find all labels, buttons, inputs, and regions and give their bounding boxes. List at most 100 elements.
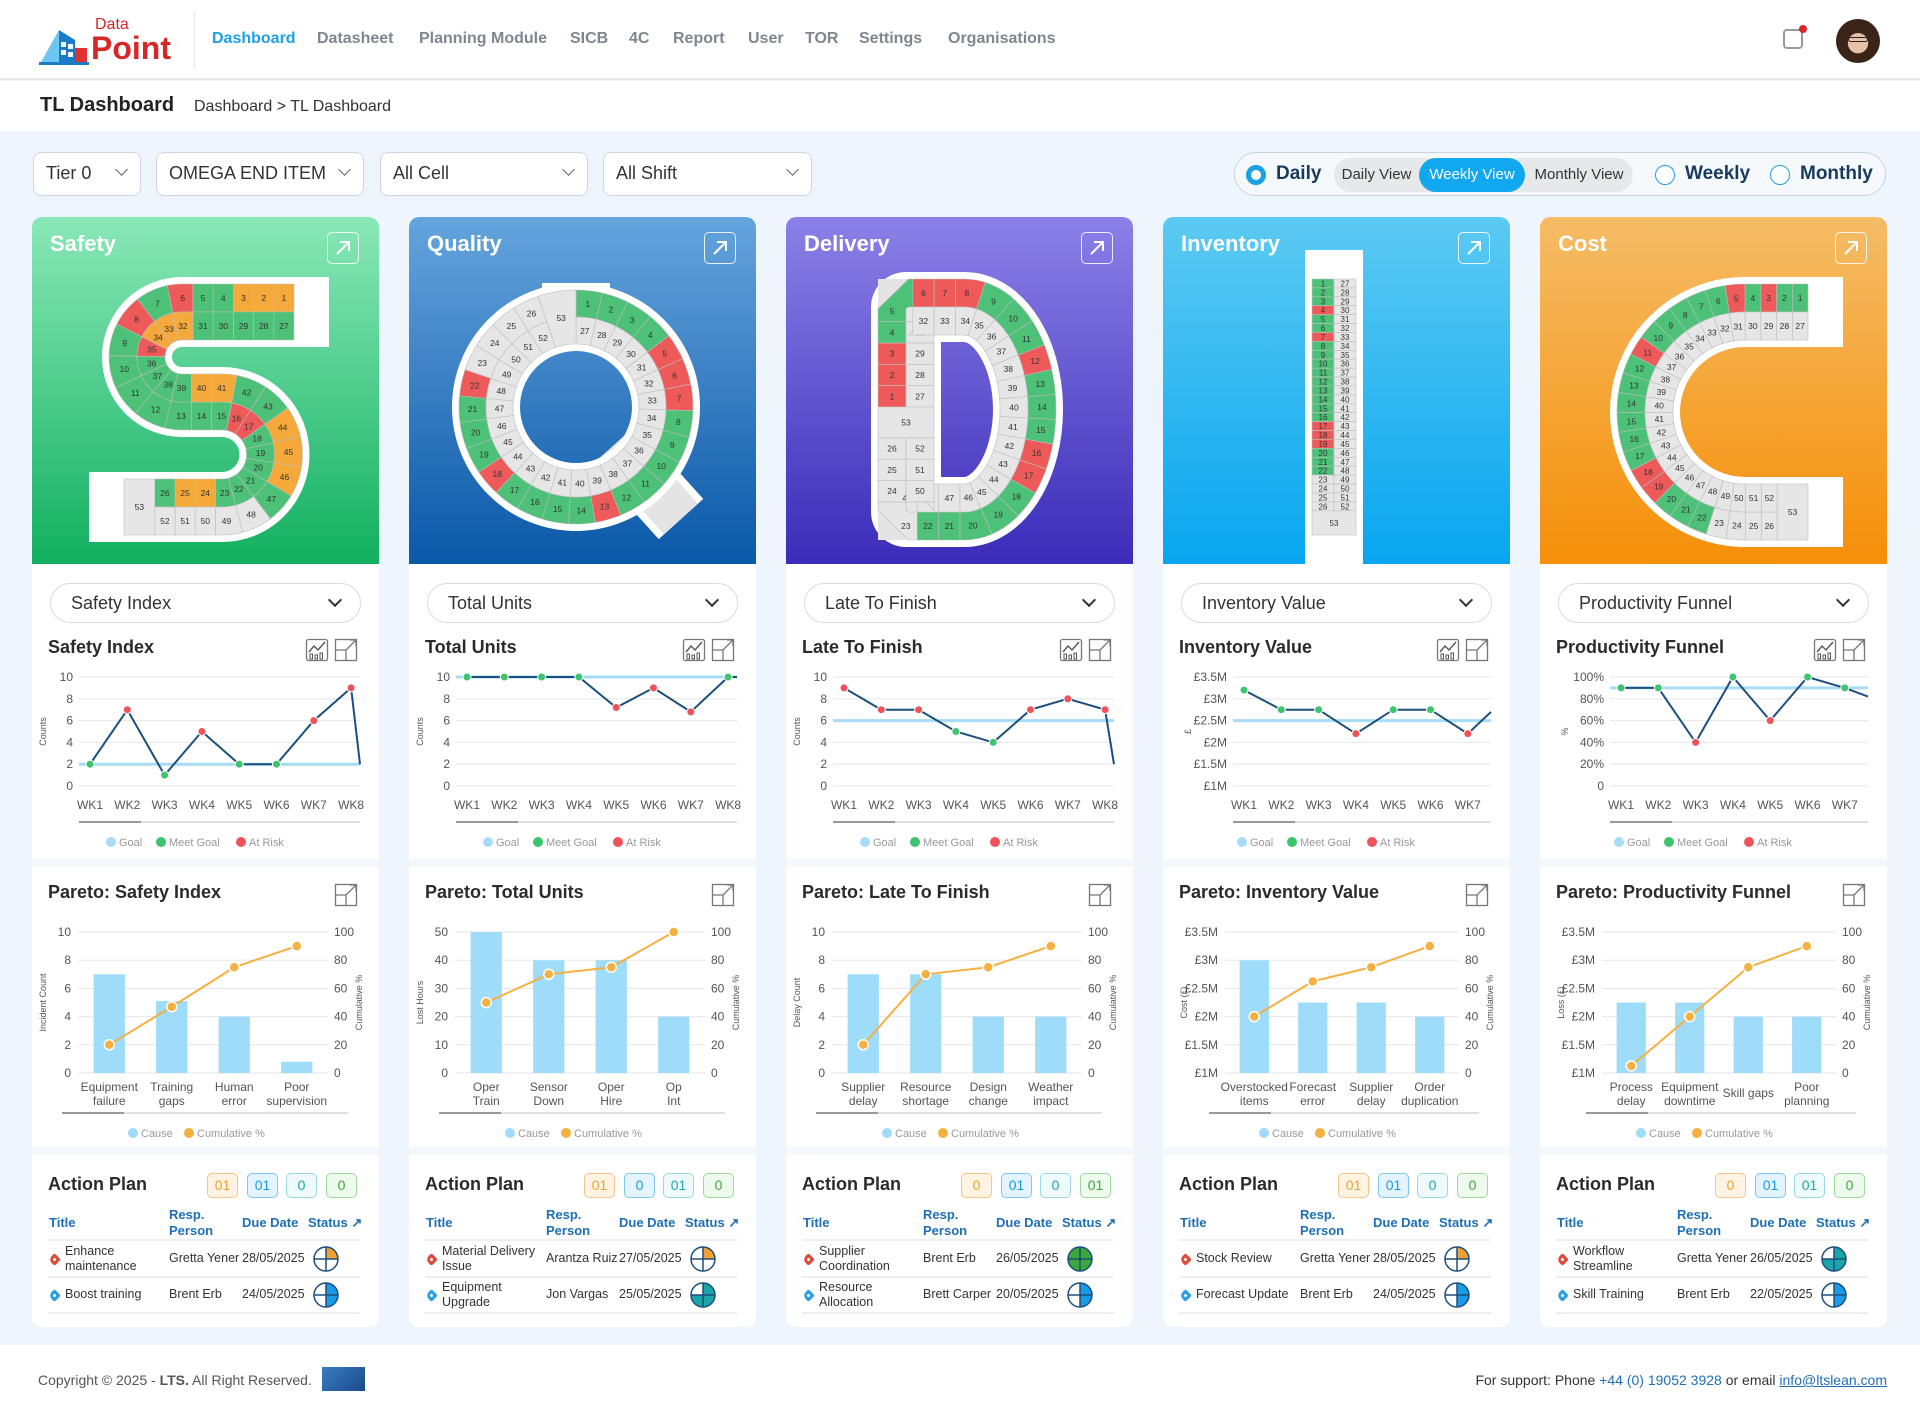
column-header-due-date[interactable]: Due Date [619, 1215, 676, 1230]
data-point[interactable] [1239, 685, 1249, 695]
item-select[interactable]: OMEGA END ITEM [156, 152, 364, 196]
cumulative-point[interactable] [982, 961, 994, 973]
legend-label[interactable]: Cumulative % [951, 1128, 1019, 1140]
open-inventory-button[interactable] [1458, 232, 1490, 264]
cumulative-point[interactable] [1307, 975, 1319, 988]
cumulative-point[interactable] [1424, 940, 1436, 952]
data-point[interactable] [1691, 737, 1701, 747]
open-safety-button[interactable] [327, 232, 359, 264]
open-cost-button[interactable] [1835, 232, 1867, 264]
quality-metric-dropdown[interactable]: Total Units [427, 583, 738, 623]
data-point[interactable] [1426, 705, 1435, 715]
column-header-resp[interactable]: Resp. [1300, 1207, 1336, 1222]
data-point[interactable] [723, 672, 733, 682]
column-header-due-date[interactable]: Due Date [242, 1215, 299, 1230]
action-row[interactable]: Resource Allocation Brett Carper 20/05/2… [786, 1277, 1133, 1313]
open-delivery-button[interactable] [1081, 232, 1113, 264]
inventory-metric-dropdown[interactable]: Inventory Value [1181, 583, 1492, 623]
legend-label[interactable]: Cause [1272, 1128, 1304, 1140]
status-progress-icon[interactable] [1442, 1244, 1472, 1274]
cumulative-point[interactable] [228, 961, 240, 973]
pareto-bar[interactable] [1356, 1002, 1386, 1074]
expand-chart-icon[interactable] [1465, 883, 1489, 907]
nav-report[interactable]: Report [673, 30, 725, 47]
cumulative-point[interactable] [1801, 940, 1813, 952]
legend-label[interactable]: At Risk [249, 837, 284, 849]
data-point[interactable] [1840, 683, 1850, 693]
column-header-person[interactable]: Person [1677, 1223, 1722, 1238]
action-row[interactable]: Boost training Brent Erb 24/05/2025 [32, 1277, 379, 1313]
action-count-badge[interactable]: 01 [247, 1173, 278, 1198]
support-email-link[interactable]: info@ltslean.com [1779, 1372, 1887, 1388]
safety-metric-dropdown[interactable]: Safety Index [50, 583, 361, 623]
legend-label[interactable]: Cumulative % [1328, 1128, 1396, 1140]
expand-chart-icon[interactable] [1088, 883, 1112, 907]
chart-type-icon[interactable] [682, 638, 706, 662]
column-header-resp[interactable]: Resp. [546, 1207, 582, 1222]
cumulative-point[interactable] [920, 968, 932, 981]
day-cell[interactable] [123, 478, 156, 536]
cumulative-point[interactable] [1625, 1060, 1637, 1072]
status-progress-icon[interactable] [1442, 1280, 1472, 1310]
expand-chart-icon[interactable] [711, 638, 735, 662]
data-point[interactable] [951, 727, 961, 736]
data-point[interactable] [499, 672, 509, 682]
expand-chart-icon[interactable] [711, 883, 735, 907]
data-point[interactable] [537, 672, 547, 682]
pareto-bar[interactable] [218, 1016, 250, 1073]
pareto-bar[interactable] [972, 1016, 1004, 1073]
daily-label[interactable]: Daily [1276, 163, 1322, 184]
column-header-title[interactable]: Title [1180, 1215, 1207, 1230]
action-count-badge[interactable]: 01 [1378, 1173, 1409, 1198]
cumulative-point[interactable] [668, 926, 680, 938]
daily-view-button[interactable]: Daily View [1341, 166, 1412, 183]
cumulative-point[interactable] [857, 1039, 869, 1051]
action-row[interactable]: Material Delivery Issue Arantza Ruiz 27/… [409, 1241, 756, 1277]
column-header-person[interactable]: Person [923, 1223, 968, 1238]
expand-chart-icon[interactable] [1842, 638, 1866, 662]
nav-organisations[interactable]: Organisations [948, 30, 1056, 47]
legend-label[interactable]: Cumulative % [1705, 1128, 1773, 1140]
legend-label[interactable]: Goal [1250, 837, 1273, 849]
legend-label[interactable]: Meet Goal [923, 837, 974, 849]
data-point[interactable] [1653, 683, 1663, 693]
nav-4c[interactable]: 4C [629, 30, 650, 47]
action-count-badge[interactable]: 0 [961, 1173, 992, 1198]
pareto-bar[interactable] [910, 974, 942, 1073]
day-cell[interactable] [1776, 483, 1809, 541]
legend-label[interactable]: Cumulative % [197, 1128, 265, 1140]
legend-label[interactable]: Cause [895, 1128, 927, 1140]
status-progress-icon[interactable] [311, 1244, 341, 1274]
legend-label[interactable]: Goal [1627, 837, 1650, 849]
data-point[interactable] [574, 672, 584, 682]
monthly-label[interactable]: Monthly [1800, 163, 1873, 184]
data-point[interactable] [197, 727, 207, 736]
nav-datasheet[interactable]: Datasheet [317, 30, 394, 47]
legend-label[interactable]: At Risk [1380, 837, 1415, 849]
pareto-bar[interactable] [1733, 1016, 1763, 1073]
column-header-status[interactable]: Status ↗ [1439, 1215, 1494, 1230]
data-point[interactable] [1063, 694, 1073, 704]
legend-label[interactable]: At Risk [1003, 837, 1038, 849]
action-row[interactable]: Stock Review Gretta Yener 28/05/2025 [1163, 1241, 1510, 1277]
column-header-status[interactable]: Status ↗ [685, 1215, 740, 1230]
data-point[interactable] [649, 683, 658, 693]
open-quality-button[interactable] [704, 232, 736, 264]
data-point[interactable] [1616, 683, 1626, 693]
avatar[interactable] [1836, 19, 1880, 63]
data-point[interactable] [1728, 672, 1738, 682]
nav-settings[interactable]: Settings [859, 30, 923, 47]
action-row[interactable]: Supplier Coordination Brent Erb 26/05/20… [786, 1241, 1133, 1277]
action-count-badge[interactable]: 0 [326, 1173, 357, 1198]
monthly-radio[interactable] [1770, 165, 1790, 185]
status-progress-icon[interactable] [311, 1280, 341, 1310]
data-point[interactable] [1351, 729, 1361, 739]
cumulative-point[interactable] [1365, 961, 1377, 973]
pareto-bar[interactable] [847, 974, 879, 1073]
pareto-bar[interactable] [1035, 1016, 1067, 1073]
action-count-badge[interactable]: 0 [624, 1173, 655, 1198]
column-header-status[interactable]: Status ↗ [1062, 1215, 1117, 1230]
column-header-person[interactable]: Person [169, 1223, 214, 1238]
